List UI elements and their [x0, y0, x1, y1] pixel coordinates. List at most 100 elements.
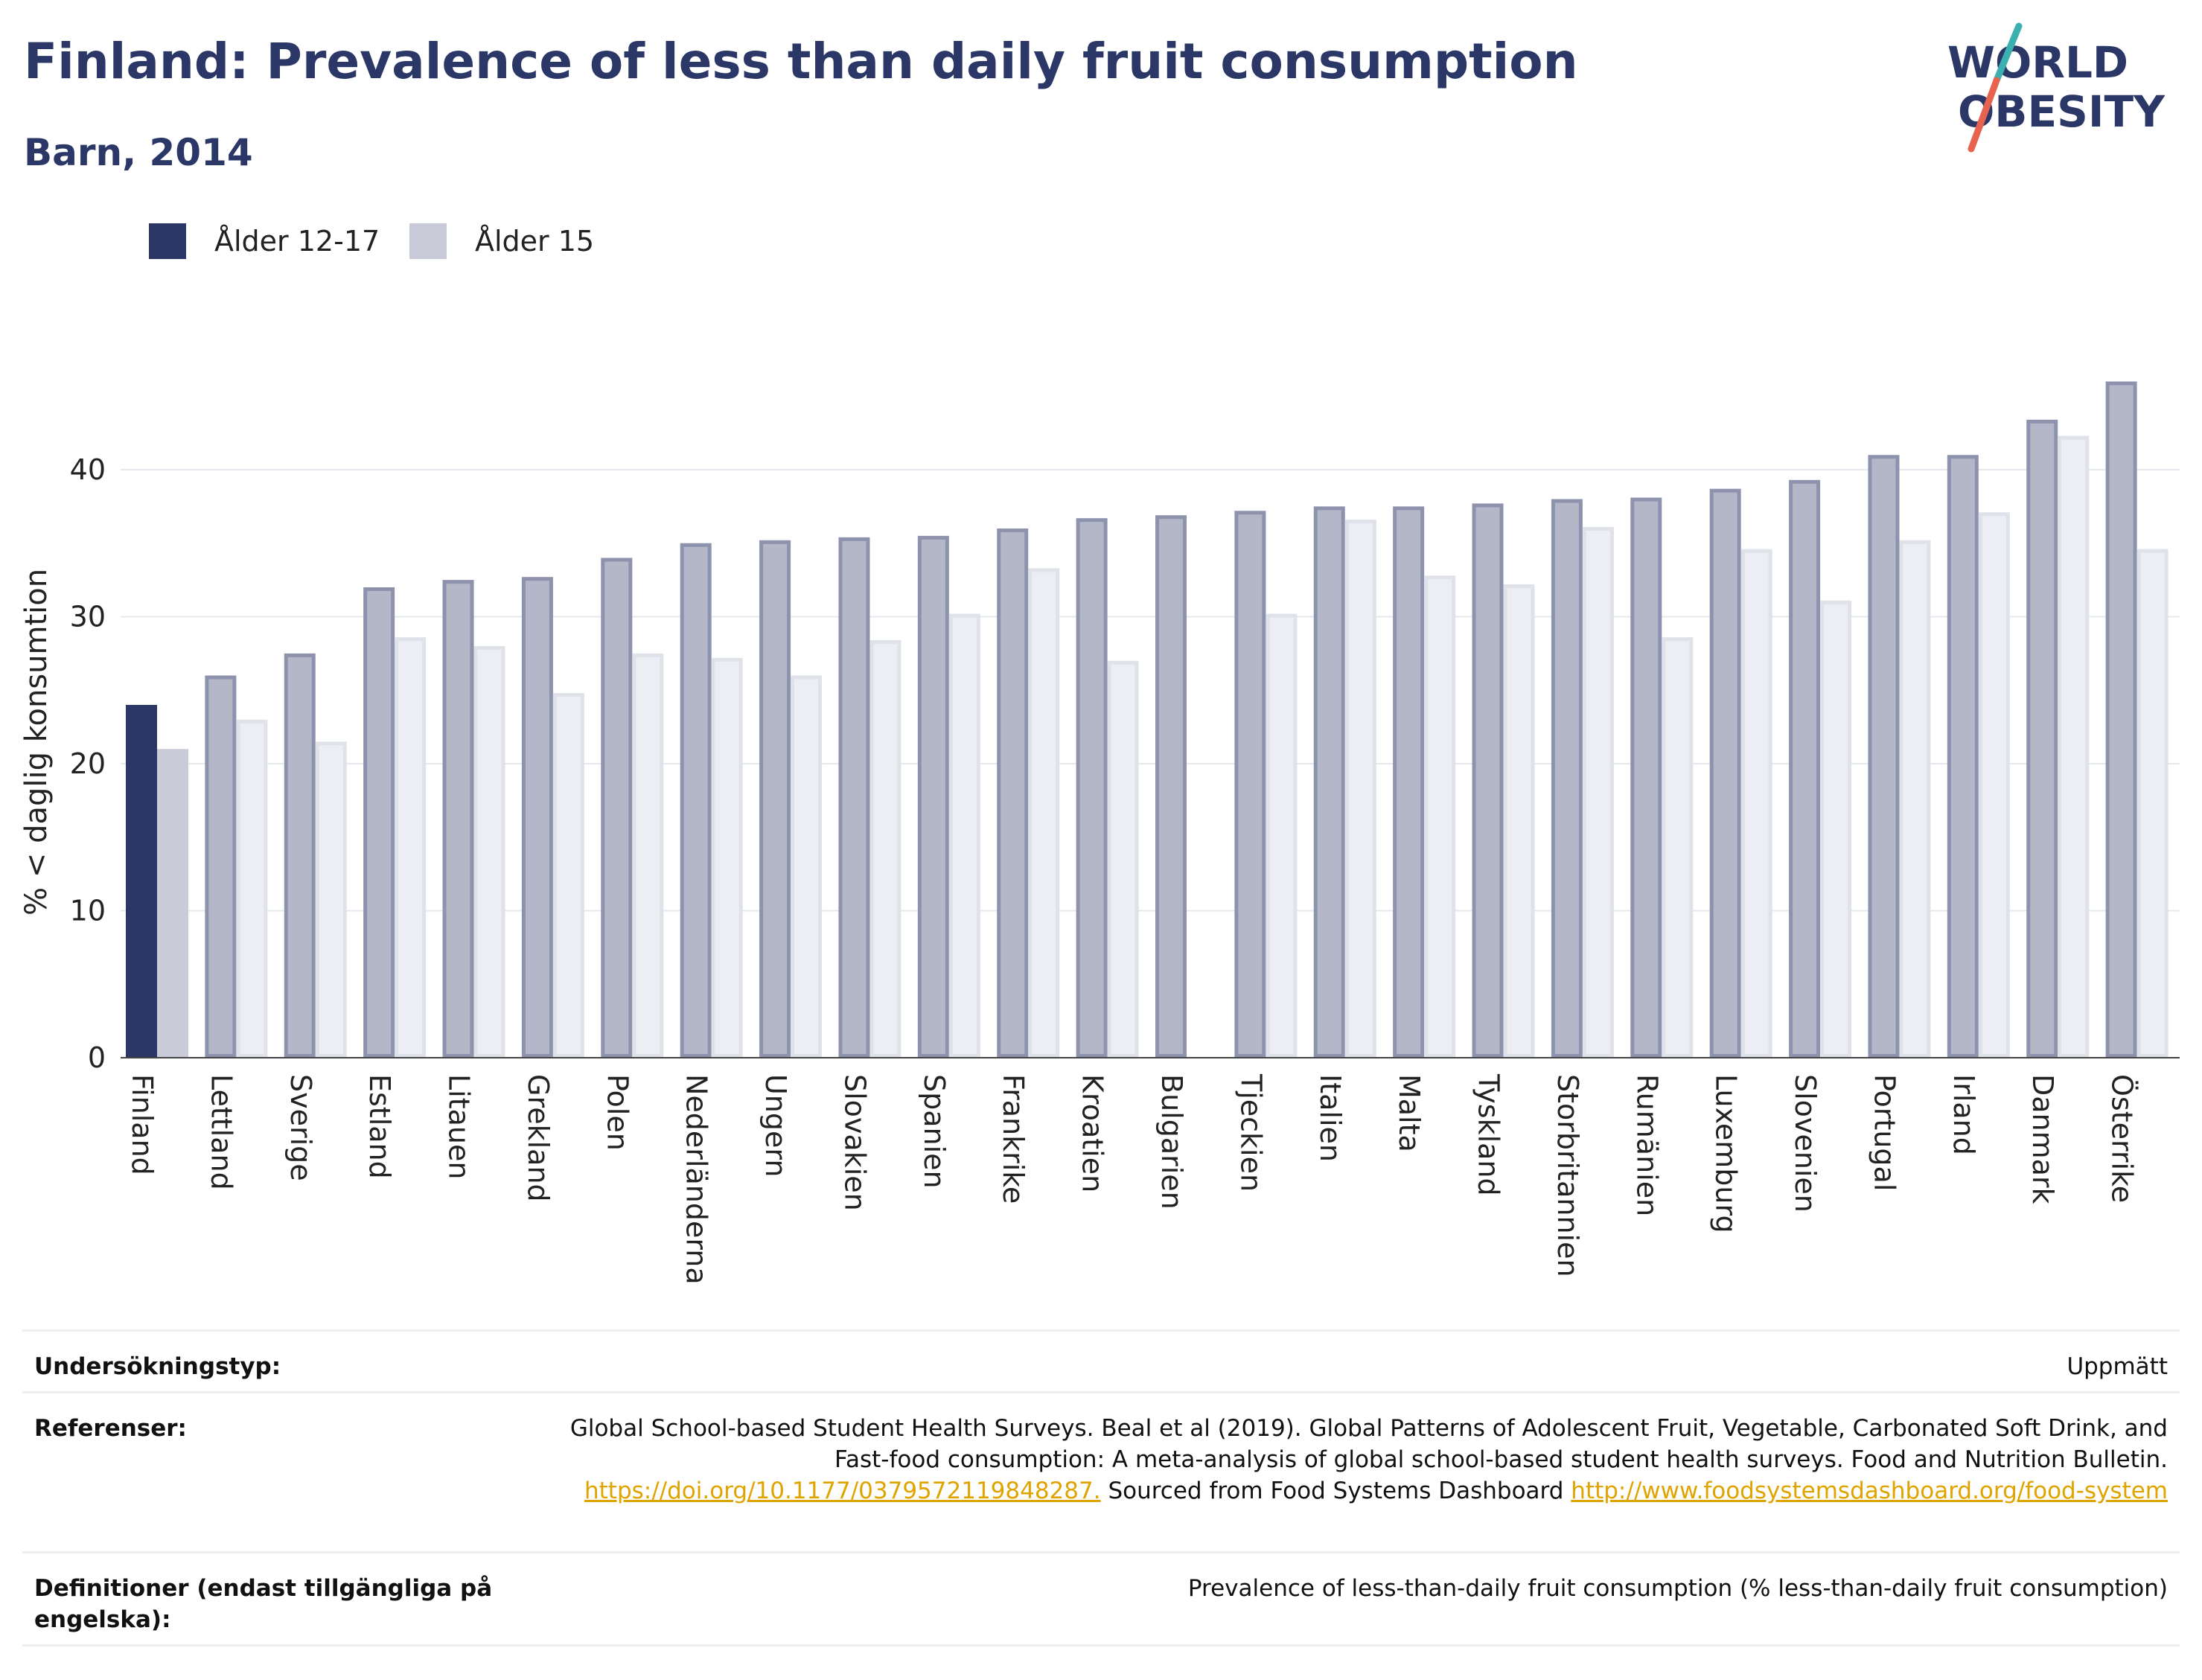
- y-tick-label: 20: [70, 747, 106, 780]
- bar-age-12-17[interactable]: [363, 587, 395, 1058]
- x-tick-label: Irland: [1947, 1074, 1980, 1155]
- x-tick-label: Italien: [1314, 1074, 1347, 1162]
- bar-age-15[interactable]: [791, 675, 823, 1058]
- survey-type-label: Undersökningstyp:: [34, 1353, 281, 1380]
- bar-age-15[interactable]: [315, 741, 347, 1058]
- x-tick-label: Luxemburg: [1710, 1074, 1743, 1233]
- x-tick-label: Nederländerna: [680, 1074, 713, 1285]
- bar-age-15[interactable]: [632, 653, 664, 1058]
- y-tick-label: 40: [70, 453, 106, 486]
- y-axis-ticks: 0 10 20 30 40: [70, 453, 106, 1074]
- bar-age-15[interactable]: [1107, 660, 1139, 1058]
- bar-age-15[interactable]: [1266, 613, 1298, 1058]
- bar-age-12-17[interactable]: [1789, 479, 1821, 1058]
- logo-slash-teal: [1993, 22, 2023, 84]
- bar-age-15[interactable]: [1582, 527, 1614, 1058]
- bar-age-15[interactable]: [948, 613, 980, 1058]
- bar-age-15[interactable]: [1978, 512, 2010, 1058]
- x-tick-label: Estland: [363, 1074, 396, 1179]
- bar-age-15[interactable]: [1740, 549, 1772, 1058]
- x-tick-label: Ungern: [759, 1074, 792, 1177]
- definitions-label: Definitioner (endast tillgängliga på eng…: [34, 1575, 493, 1633]
- bar-age-12-17[interactable]: [1076, 518, 1108, 1058]
- info-row-definitions: Definitioner (endast tillgängliga på eng…: [22, 1551, 2180, 1647]
- y-tick-label: 0: [88, 1041, 106, 1074]
- bar-age-15[interactable]: [236, 719, 268, 1058]
- x-tick-label: Litauen: [443, 1074, 476, 1179]
- references-doi-link[interactable]: https://doi.org/10.1177/0379572119848287…: [584, 1478, 1101, 1504]
- y-axis-label: % < daglig konsumtion: [19, 569, 54, 916]
- bar-age-12-17[interactable]: [2026, 419, 2058, 1058]
- info-row-survey-type: Undersökningstyp: Uppmätt: [22, 1329, 2180, 1391]
- bar-chart: 0 10 20 30 40 Finland Lettland Sverige Estland L…: [19, 381, 2180, 1285]
- bar-age-12-17[interactable]: [2105, 381, 2137, 1058]
- references-text-1: Global School-based Student Health Surve…: [569, 1415, 2168, 1473]
- bar-age-12-17[interactable]: [917, 535, 949, 1058]
- bar-age-12-17[interactable]: [680, 543, 712, 1058]
- bar-age-15[interactable]: [473, 646, 505, 1058]
- bar-age-15[interactable]: [711, 657, 743, 1058]
- bar-age-12-17[interactable]: [1868, 455, 1900, 1058]
- x-tick-label: Danmark: [2026, 1074, 2059, 1204]
- references-value: Global School-based Student Health Surve…: [560, 1413, 2168, 1507]
- x-tick-label: Bulgarien: [1155, 1074, 1188, 1210]
- bar-age-15[interactable]: [1503, 584, 1535, 1058]
- bar-age-12-17[interactable]: [1947, 455, 1979, 1058]
- bar-age-12-17[interactable]: [1313, 506, 1345, 1058]
- survey-type-value: Uppmätt: [2067, 1353, 2168, 1380]
- x-axis-labels: Finland Lettland Sverige Estland Litauen Grek…: [126, 1073, 2139, 1285]
- bar-age-12-17[interactable]: [1709, 488, 1741, 1058]
- x-tick-label: Frankrike: [997, 1074, 1030, 1204]
- bar-age-15[interactable]: [395, 637, 427, 1058]
- bar-age-12-17[interactable]: [1155, 515, 1187, 1058]
- legend-swatch-age-15: [409, 223, 447, 259]
- bar-age-12-17[interactable]: [205, 675, 237, 1058]
- x-tick-label: Malta: [1393, 1074, 1426, 1152]
- legend-label-age-15: Ålder 15: [475, 225, 595, 258]
- bar-age-15[interactable]: [1820, 600, 1852, 1058]
- bar-age-15[interactable]: [2136, 549, 2169, 1058]
- world-obesity-logo: WORLD OBESITY: [1947, 22, 2166, 153]
- x-tick-label: Polen: [601, 1074, 634, 1151]
- x-tick-label: Kroatien: [1076, 1074, 1109, 1192]
- bar-age-12-17[interactable]: [1472, 503, 1504, 1058]
- bar-age-12-17[interactable]: [759, 540, 791, 1058]
- references-text-2: Sourced from Food Systems Dashboard: [1108, 1478, 1564, 1504]
- bar-age-12-17[interactable]: [1551, 499, 1583, 1058]
- bar-age-12-17[interactable]: [126, 705, 157, 1058]
- bar-age-12-17[interactable]: [284, 653, 316, 1058]
- x-tick-label: Sverige: [284, 1074, 317, 1181]
- references-label: Referenser:: [34, 1415, 187, 1442]
- x-tick-label: Slovenien: [1789, 1074, 1822, 1213]
- bar-age-15[interactable]: [1028, 568, 1060, 1058]
- bar-age-12-17[interactable]: [442, 580, 474, 1058]
- x-tick-label: Grekland: [522, 1074, 555, 1202]
- logo-word-world: WORLD: [1947, 37, 2128, 88]
- info-row-references: Referenser: Global School-based Student …: [22, 1391, 2180, 1551]
- bar-age-15[interactable]: [552, 693, 584, 1058]
- bar-age-12-17[interactable]: [1630, 497, 1662, 1058]
- chart-title: Finland: Prevalence of less than daily f…: [24, 33, 1578, 90]
- x-tick-label: Slovakien: [838, 1074, 871, 1211]
- references-dashboard-link[interactable]: http://www.foodsystemsdashboard.org/food…: [1571, 1478, 2168, 1504]
- bar-age-12-17[interactable]: [1393, 506, 1425, 1058]
- x-tick-label: Tjeckien: [1234, 1073, 1267, 1192]
- info-table: Undersökningstyp: Uppmätt Referenser: Gl…: [22, 1329, 2180, 1647]
- bar-age-12-17[interactable]: [1234, 511, 1266, 1058]
- bar-age-12-17[interactable]: [997, 528, 1029, 1058]
- x-tick-label: Portugal: [1868, 1074, 1901, 1191]
- bar-age-12-17[interactable]: [601, 558, 633, 1058]
- bar-age-15[interactable]: [1424, 575, 1456, 1058]
- chart-subtitle: Barn, 2014: [24, 131, 253, 174]
- bar-age-12-17[interactable]: [521, 577, 553, 1058]
- x-tick-label: Tyskland: [1472, 1073, 1505, 1196]
- bar-age-15[interactable]: [1662, 637, 1694, 1058]
- bar-age-15[interactable]: [157, 749, 188, 1058]
- bar-age-15[interactable]: [1344, 520, 1376, 1058]
- legend-swatch-age-12-17: [149, 223, 186, 259]
- bar-age-12-17[interactable]: [838, 537, 870, 1058]
- bar-age-15[interactable]: [2058, 435, 2090, 1058]
- y-tick-label: 10: [70, 895, 106, 927]
- bar-age-15[interactable]: [1899, 540, 1931, 1058]
- bar-age-15[interactable]: [869, 640, 901, 1058]
